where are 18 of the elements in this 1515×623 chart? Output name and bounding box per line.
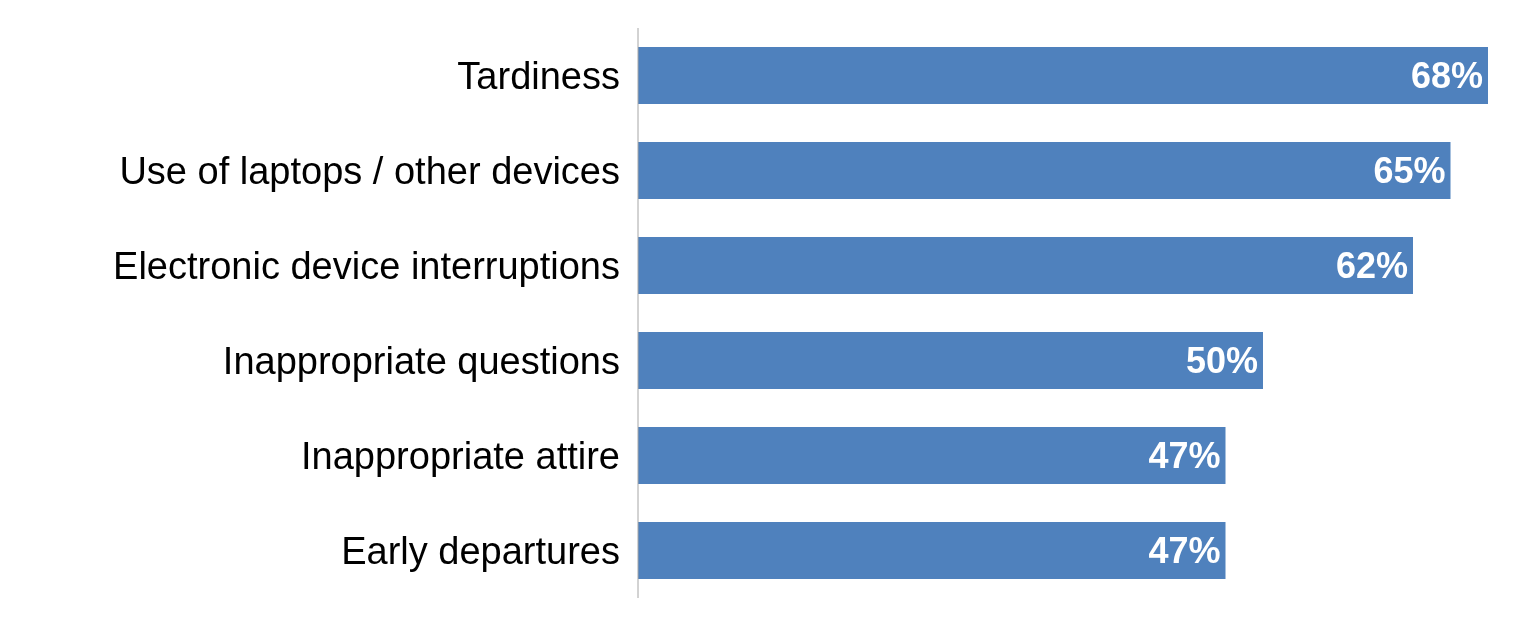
y-tick-label: Inappropriate questions <box>222 339 620 382</box>
data-label: 47% <box>1148 435 1221 477</box>
data-label: 50% <box>1185 340 1258 382</box>
bar <box>638 47 1488 104</box>
bar <box>638 522 1226 579</box>
bar <box>638 237 1413 294</box>
y-tick-label: Early departures <box>341 529 620 572</box>
data-label: 65% <box>1373 150 1446 192</box>
y-tick-label: Inappropriate attire <box>301 434 620 477</box>
data-label: 62% <box>1335 245 1408 287</box>
data-label: 68% <box>1410 55 1483 97</box>
data-label: 47% <box>1148 530 1221 572</box>
bar <box>638 332 1263 389</box>
y-tick-label: Electronic device interruptions <box>113 244 620 287</box>
y-tick-label: Tardiness <box>457 54 620 97</box>
y-tick-label: Use of laptops / other devices <box>119 149 620 192</box>
bar <box>638 142 1451 199</box>
bar <box>638 427 1226 484</box>
